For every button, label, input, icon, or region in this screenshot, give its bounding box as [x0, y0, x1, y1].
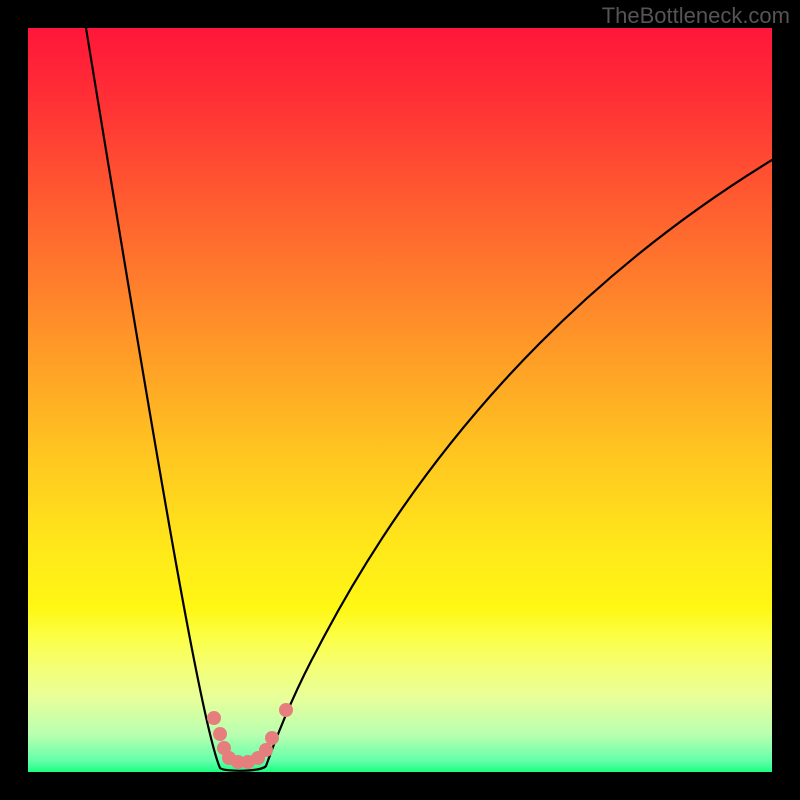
data-point — [213, 727, 227, 741]
chart-svg — [28, 28, 772, 772]
chart-frame: TheBottleneck.com — [0, 0, 800, 800]
data-point — [265, 731, 279, 745]
data-point — [279, 703, 293, 717]
plot-area — [28, 28, 772, 772]
data-point — [207, 711, 221, 725]
watermark-text: TheBottleneck.com — [602, 3, 790, 29]
gradient-background — [28, 28, 772, 772]
data-point — [259, 743, 273, 757]
